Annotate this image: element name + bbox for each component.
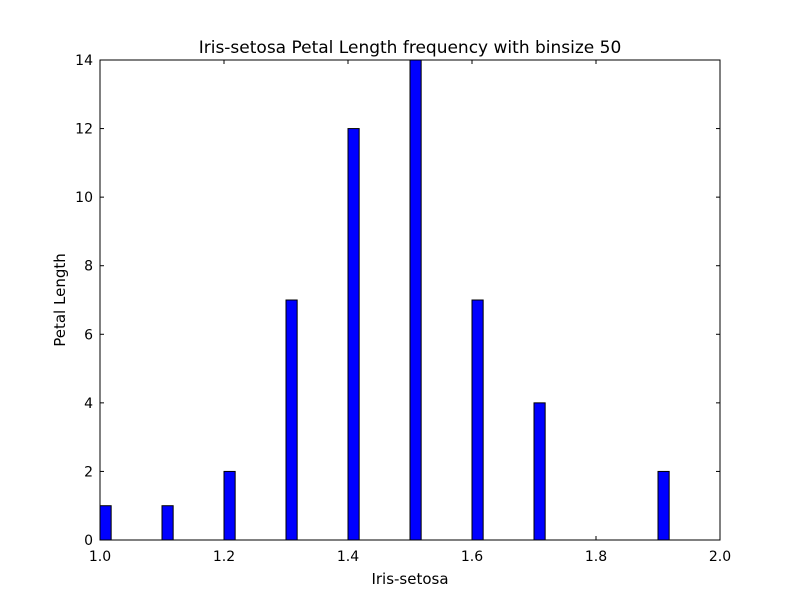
ticks-layer: 1.0 1.2 1.4 1.6 1.8 2.0 0 2 4 6 8 10 12 14	[75, 53, 731, 565]
y-tick-label-5: 10	[75, 190, 93, 206]
histogram-bar-3	[285, 299, 298, 541]
y-tick-label-4: 8	[84, 259, 93, 275]
plot-area-frame	[99, 59, 721, 541]
y-tick-label-1: 2	[84, 464, 93, 480]
histogram-bar-8	[657, 470, 670, 541]
y-tick-label-3: 6	[84, 327, 93, 343]
x-tick-label-0: 1.0	[89, 549, 111, 565]
x-tick-label-4: 1.8	[585, 549, 607, 565]
y-tick-label-6: 12	[75, 122, 93, 138]
chart-title: Iris-setosa Petal Length frequency with …	[199, 38, 622, 58]
x-tick-label-1: 1.2	[213, 549, 235, 565]
y-axis-label: Petal Length	[51, 253, 69, 347]
histogram-bar-7	[533, 402, 546, 541]
histogram-bar-4	[347, 128, 360, 541]
histogram-bar-0	[99, 505, 112, 541]
x-tick-label-2: 1.4	[337, 549, 359, 565]
x-tick-label-3: 1.6	[461, 549, 483, 565]
histogram-bar-2	[223, 470, 236, 541]
bars-layer	[99, 59, 670, 541]
y-tick-label-7: 14	[75, 53, 93, 69]
histogram-bar-6	[471, 299, 484, 541]
y-tick-label-0: 0	[84, 533, 93, 549]
histogram-bar-1	[161, 505, 174, 541]
histogram-bar-5	[409, 59, 422, 541]
x-axis-label: Iris-setosa	[371, 570, 448, 588]
x-tick-label-5: 2.0	[709, 549, 731, 565]
y-tick-label-2: 4	[84, 396, 93, 412]
